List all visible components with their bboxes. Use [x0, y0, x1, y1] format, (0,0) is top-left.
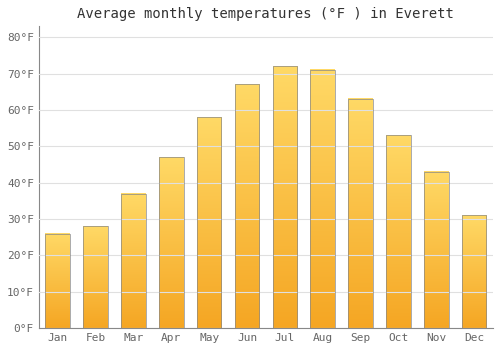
Bar — [310, 70, 335, 328]
Bar — [159, 157, 184, 328]
Bar — [424, 172, 448, 328]
Bar — [234, 84, 260, 328]
Bar — [348, 99, 373, 328]
Bar — [386, 135, 410, 328]
Bar — [121, 194, 146, 328]
Bar — [462, 216, 486, 328]
Bar — [46, 233, 70, 328]
Bar — [197, 117, 222, 328]
Title: Average monthly temperatures (°F ) in Everett: Average monthly temperatures (°F ) in Ev… — [78, 7, 454, 21]
Bar — [84, 226, 108, 328]
Bar — [272, 66, 297, 328]
